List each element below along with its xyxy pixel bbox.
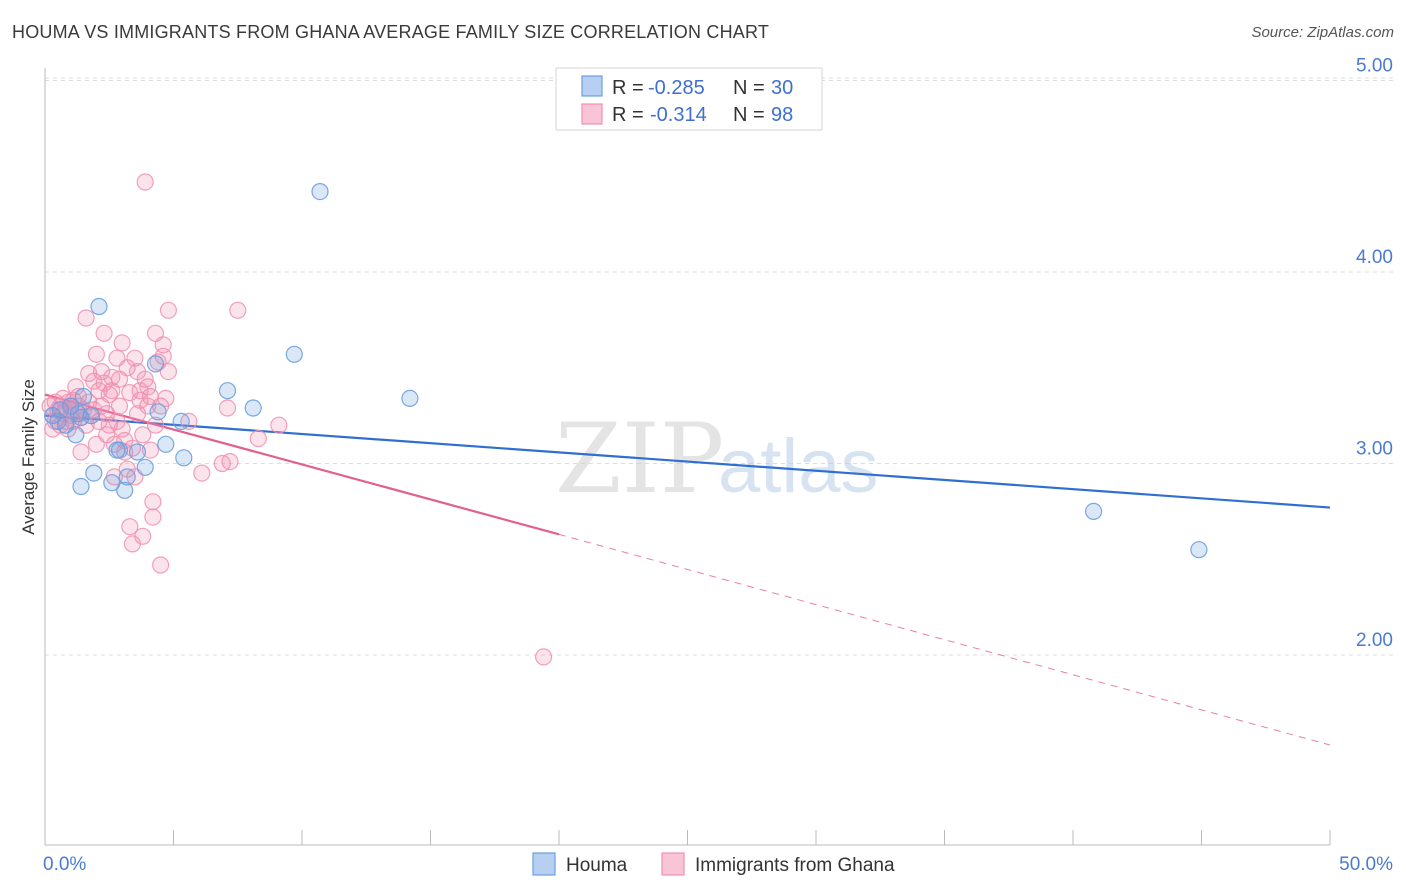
point-houma-16 [110, 441, 129, 459]
point-ghana-89 [193, 464, 211, 482]
point-houma-13 [103, 474, 121, 492]
point-ghana-75 [141, 441, 159, 459]
point-houma-9 [72, 477, 90, 496]
point-ghana-39 [95, 324, 113, 342]
y-tick-label-1: 3.00 [1356, 439, 1393, 460]
legend-n-label-houma: N = [733, 77, 765, 99]
legend-r-label-houma: R = [612, 77, 644, 99]
legend-r-value-ghana: -0.314 [650, 104, 707, 126]
legend-n-value-ghana: 98 [771, 104, 793, 126]
point-houma-2 [51, 401, 70, 419]
legend-r-value-houma: -0.285 [648, 77, 705, 99]
point-ghana-86 [159, 301, 177, 319]
point-houma-10 [82, 407, 100, 425]
point-ghana-22 [72, 443, 90, 461]
point-ghana-79 [146, 416, 165, 434]
point-ghana-96 [534, 648, 553, 666]
point-ghana-95 [270, 416, 288, 434]
point-ghana-91 [218, 399, 237, 417]
point-ghana-87 [159, 363, 177, 381]
point-houma-11 [85, 464, 103, 482]
bottom-legend-swatch-houma [532, 852, 556, 876]
point-ghana-92 [221, 453, 239, 471]
x-tick-label-0: 0.0% [43, 854, 86, 875]
point-ghana-93 [229, 301, 247, 319]
point-houma-5 [67, 426, 85, 444]
point-houma-24 [175, 449, 193, 467]
point-ghana-73 [139, 378, 157, 396]
stats-legend: R = -0.285 N = 30 R = -0.314 N = 98 [555, 67, 823, 131]
legend-r-label-ghana: R = [612, 104, 644, 126]
scatter-points [41, 173, 1208, 666]
point-houma-8 [74, 387, 93, 406]
point-ghana-82 [152, 556, 170, 574]
point-ghana-72 [139, 397, 157, 415]
point-houma-26 [244, 399, 262, 417]
point-ghana-32 [87, 345, 106, 363]
y-tick-label-3: 5.00 [1356, 56, 1393, 77]
point-ghana-59 [121, 518, 139, 536]
point-houma-20 [146, 355, 165, 373]
x-tick-labels: 0.0% 50.0% [43, 854, 1393, 875]
point-ghana-85 [157, 389, 175, 407]
point-ghana-51 [110, 397, 129, 415]
bottom-legend-label-houma: Houma [566, 855, 628, 876]
point-ghana-94 [249, 430, 267, 448]
grid-lines [45, 77, 1393, 656]
legend-swatch-ghana [581, 103, 603, 125]
point-houma-25 [218, 382, 237, 400]
point-houma-7 [72, 408, 90, 427]
point-ghana-76 [144, 508, 162, 526]
legend-n-value-houma: 30 [771, 77, 793, 99]
bottom-legend-swatch-ghana [661, 852, 685, 876]
y-axis-title: Average Family Size [19, 379, 38, 535]
point-houma-28 [311, 183, 329, 201]
point-ghana-68 [134, 426, 152, 444]
point-houma-29 [401, 389, 419, 407]
point-houma-12 [90, 297, 108, 316]
axes [44, 68, 1331, 846]
point-ghana-63 [126, 349, 144, 367]
point-ghana-25 [77, 309, 95, 327]
point-houma-31 [1190, 541, 1208, 559]
legend-n-label-ghana: N = [733, 104, 765, 126]
bottom-legend: Houma Immigrants from Ghana [532, 852, 895, 876]
legend-swatch-houma [581, 75, 603, 97]
point-houma-17 [118, 468, 136, 486]
point-houma-27 [285, 345, 303, 363]
point-ghana-71 [136, 173, 154, 191]
point-ghana-52 [113, 334, 131, 352]
point-houma-30 [1084, 502, 1103, 520]
point-houma-22 [157, 435, 175, 453]
x-tick-label-1: 50.0% [1339, 854, 1393, 875]
point-houma-19 [136, 458, 154, 476]
point-houma-18 [128, 443, 147, 461]
point-houma-15 [116, 481, 134, 499]
watermark: ZIP atlas [555, 403, 879, 515]
y-tick-label-2: 4.00 [1356, 247, 1393, 268]
point-houma-23 [172, 412, 190, 430]
point-ghana-69 [134, 527, 152, 545]
trend-line-ghana-extension [558, 533, 1331, 746]
point-houma-21 [149, 403, 167, 421]
bottom-legend-label-ghana: Immigrants from Ghana [695, 855, 895, 876]
y-tick-label-0: 2.00 [1356, 630, 1393, 651]
chart-title: HOUMA VS IMMIGRANTS FROM GHANA AVERAGE F… [12, 22, 770, 42]
point-ghana-77 [144, 493, 162, 511]
y-tick-labels: 2.00 3.00 4.00 5.00 [1356, 56, 1393, 652]
source-credit: Source: ZipAtlas.com [1251, 24, 1394, 41]
